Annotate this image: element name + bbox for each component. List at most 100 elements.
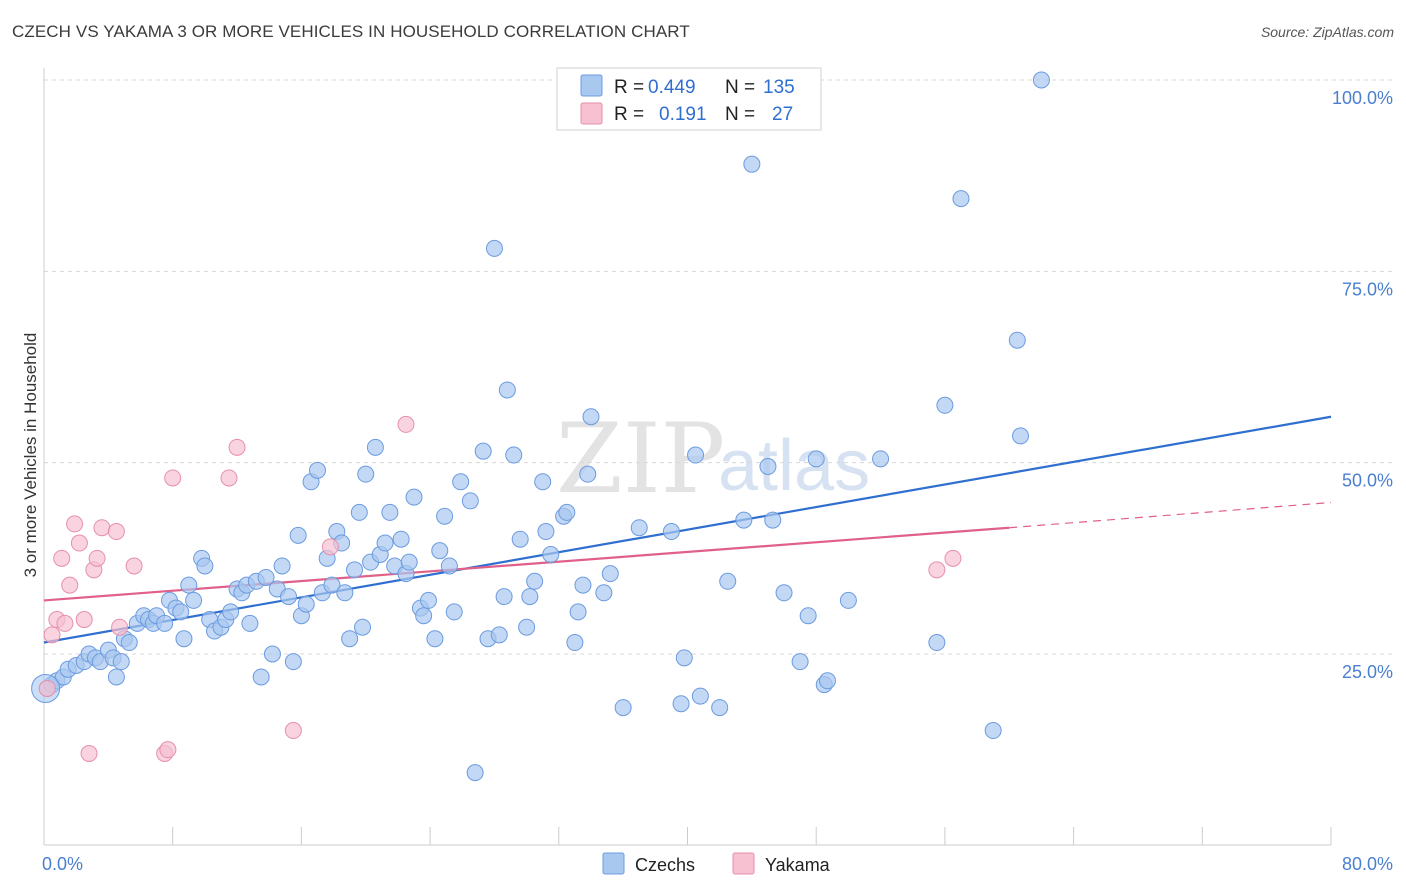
czech-point (719, 572, 737, 590)
czech-point (341, 630, 359, 648)
yakama-point (321, 538, 339, 556)
legend-n-value-yakama: 27 (772, 104, 793, 125)
y-axis-label: 3 or more Vehicles in Household (21, 333, 40, 578)
czech-point (112, 653, 130, 671)
yakama-point (75, 611, 93, 629)
legend-r-value-czech: 0.449 (648, 77, 696, 98)
czech-point (614, 699, 632, 717)
czech-point (872, 450, 890, 468)
yakama-point (228, 438, 246, 456)
czech-trend-line (43, 415, 1332, 644)
czech-point (691, 687, 709, 705)
legend-swatch-yakama (580, 102, 603, 125)
y-tick-labels: 25.0% 50.0% 75.0% 100.0% (1332, 88, 1393, 682)
czech-point (350, 503, 368, 521)
yakama-point (284, 722, 302, 740)
yakama-point (88, 549, 106, 567)
legend-r-label-yakama: R = (614, 104, 644, 125)
czech-point (426, 630, 444, 648)
czech-point (120, 634, 138, 652)
czech-point (595, 584, 613, 602)
czech-point (807, 450, 825, 468)
x-tick-label-max: 80.0% (1342, 854, 1393, 874)
czech-point (526, 572, 544, 590)
legend-r-value-yakama: 0.191 (659, 104, 707, 125)
yakama-point (61, 576, 79, 594)
czech-point (735, 511, 753, 529)
czech-point (928, 634, 946, 652)
yakama-point (56, 614, 74, 632)
yakama-point (944, 549, 962, 567)
czech-point (542, 546, 560, 564)
czech-point (257, 568, 275, 586)
czech-point (601, 565, 619, 583)
czech-point (252, 668, 270, 686)
czech-point (759, 457, 777, 475)
chart-title: CZECH VS YAKAMA 3 OR MORE VEHICLES IN HO… (12, 22, 690, 41)
yakama-point (220, 469, 238, 487)
czech-point (511, 530, 529, 548)
czech-point (461, 492, 479, 510)
bottom-legend-label-czech: Czechs (635, 855, 695, 875)
yakama-point (397, 415, 415, 433)
czech-point (366, 438, 384, 456)
czech-point (172, 603, 190, 621)
czech-point (273, 557, 291, 575)
legend-r-label-czech: R = (614, 77, 644, 98)
yakama-point (66, 515, 84, 533)
czech-point (175, 630, 193, 648)
series-yakama (38, 415, 962, 762)
yakama-point (53, 549, 71, 567)
czech-point (498, 381, 516, 399)
czech-point (936, 396, 954, 414)
x-tick-label-min: 0.0% (42, 854, 83, 874)
yakama-point (928, 561, 946, 579)
y-tick-label-100: 100.0% (1332, 88, 1393, 108)
czech-point (445, 603, 463, 621)
czech-point (297, 595, 315, 613)
y-tick-label-50: 50.0% (1342, 471, 1393, 491)
czech-point (376, 534, 394, 552)
czech-point (490, 626, 508, 644)
czech-point (156, 614, 174, 632)
czech-point (775, 584, 793, 602)
trend-lines (43, 415, 1332, 644)
legend-n-label-yakama: N = (725, 104, 755, 125)
czech-point (534, 473, 552, 491)
czech-point (675, 649, 693, 667)
czech-point (799, 607, 817, 625)
y-tick-label-75: 75.0% (1342, 279, 1393, 299)
czech-point (107, 668, 125, 686)
yakama-point (38, 679, 56, 697)
source-label: Source: ZipAtlas.com (1260, 24, 1394, 40)
czech-point (381, 503, 399, 521)
czech-point (537, 523, 555, 541)
czech-point (336, 584, 354, 602)
legend-n-value-czech: 135 (763, 77, 795, 98)
czech-point (196, 557, 214, 575)
grid-lines (44, 79, 1393, 655)
czech-point (839, 591, 857, 609)
bottom-legend-swatch-yakama (732, 852, 755, 875)
czech-point (984, 722, 1002, 740)
czech-point (222, 603, 240, 621)
x-tick-labels: 0.0% 80.0% (42, 854, 1393, 874)
czech-point (466, 764, 484, 782)
yakama-trend-line-extension (1009, 501, 1332, 529)
legend-n-label-czech: N = (725, 77, 755, 98)
yakama-point (93, 519, 111, 537)
czech-point (185, 591, 203, 609)
czech-point (574, 576, 592, 594)
czech-point (1012, 427, 1030, 445)
yakama-point (70, 534, 88, 552)
czech-point (764, 511, 782, 529)
czech-point (280, 588, 298, 606)
czech-point (289, 526, 307, 544)
czech-point (569, 603, 587, 621)
czech-point (558, 503, 576, 521)
czech-point (672, 695, 690, 713)
axes (43, 68, 1332, 846)
czech-point (400, 553, 418, 571)
czech-point (452, 473, 470, 491)
czech-point (711, 699, 729, 717)
